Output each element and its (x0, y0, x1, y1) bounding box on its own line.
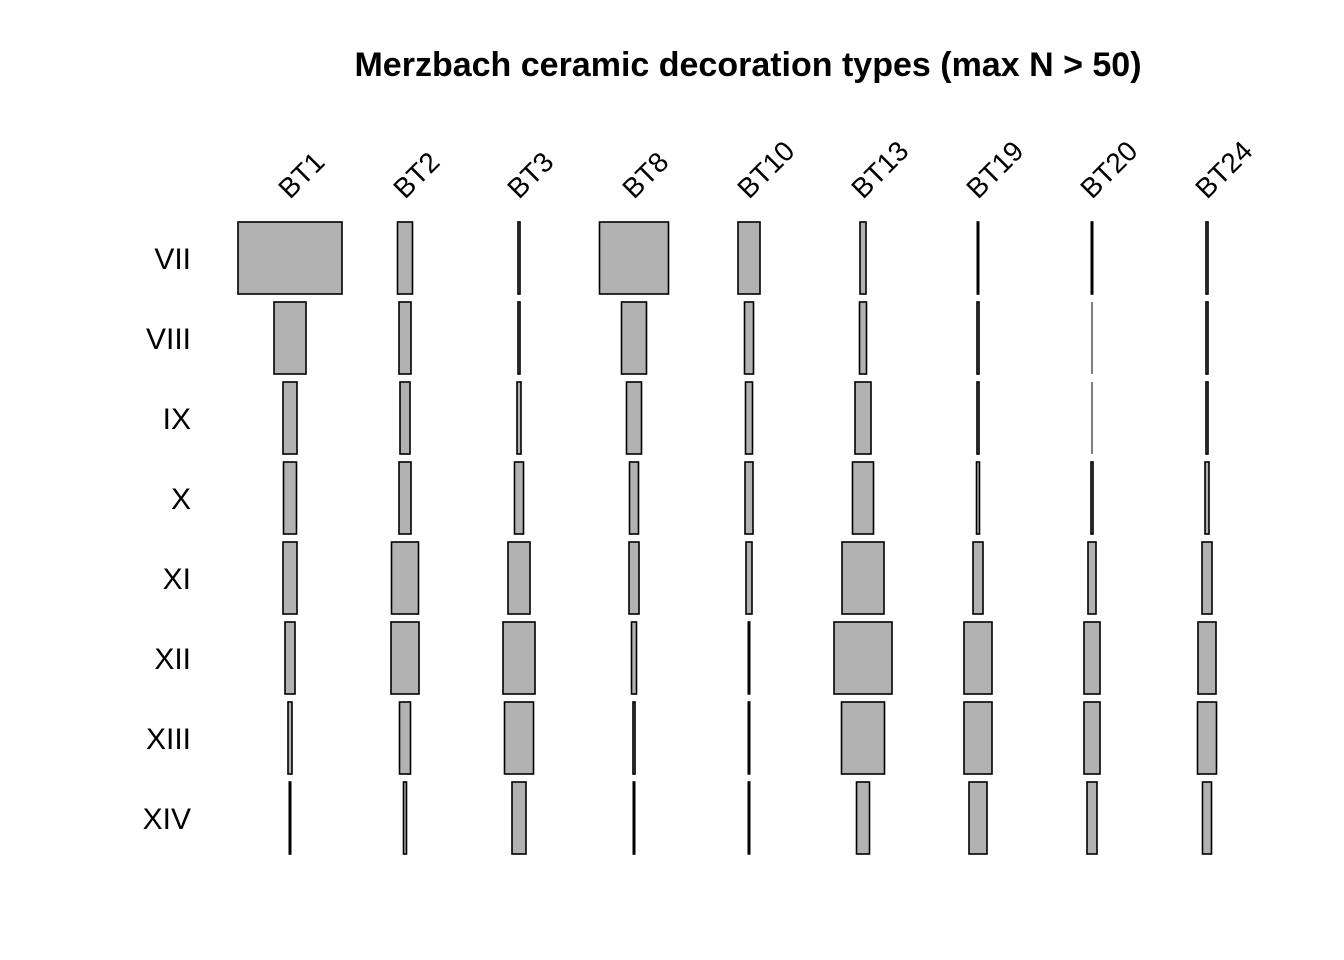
bar-bt13-xii (833, 621, 893, 695)
row-label-vii: VII (154, 243, 191, 276)
bar-bt13-vii (859, 221, 867, 295)
bar-bt1-xii (284, 621, 296, 695)
row-label-ix: IX (163, 403, 191, 436)
column-label-bt8: BT8 (616, 146, 674, 204)
chart-title: Merzbach ceramic decoration types (max N… (354, 46, 1141, 84)
bar-bt3-xiii (503, 701, 535, 775)
bar-bt10-xiii (747, 701, 751, 775)
bar-bt20-xiv (1086, 781, 1098, 855)
bar-bt20-ix (1091, 382, 1093, 454)
bar-bt13-viii (858, 301, 868, 375)
bar-bt10-xii (747, 621, 751, 695)
bar-bt10-xiv (747, 781, 751, 855)
bar-bt13-ix (854, 381, 872, 455)
bar-bt3-ix (516, 381, 522, 455)
bar-bt24-xiii (1196, 701, 1218, 775)
bar-bt19-ix (976, 381, 980, 455)
bar-bt8-xi (628, 541, 640, 615)
bar-bt24-ix (1205, 381, 1209, 455)
bar-bt10-x (744, 461, 754, 535)
bar-bt24-vii (1205, 221, 1209, 295)
bar-bt2-ix (399, 381, 411, 455)
bar-bt1-ix (282, 381, 298, 455)
row-label-x: X (171, 483, 191, 516)
bar-bt20-vii (1090, 221, 1094, 295)
bar-bt2-xi (390, 541, 420, 615)
bar-bt3-xii (502, 621, 536, 695)
row-label-xii: XII (154, 643, 191, 676)
column-label-bt2: BT2 (387, 146, 445, 204)
bar-bt1-xi (282, 541, 298, 615)
row-label-xiv: XIV (143, 803, 191, 836)
bar-bt20-xii (1083, 621, 1101, 695)
bar-bt2-viii (398, 301, 412, 375)
bar-bt8-x (628, 461, 640, 535)
bar-bt3-xi (507, 541, 531, 615)
bar-bt8-xiv (632, 781, 636, 855)
bar-bt10-viii (743, 301, 755, 375)
bar-bt2-x (398, 461, 412, 535)
bar-bt19-vii (976, 221, 980, 295)
column-label-bt13: BT13 (845, 135, 914, 204)
column-label-bt20: BT20 (1074, 135, 1143, 204)
row-label-xiii: XIII (146, 723, 191, 756)
bar-bt2-xii (390, 621, 420, 695)
bar-bt24-xiv (1201, 781, 1213, 855)
bar-bt2-xiii (398, 701, 412, 775)
bar-bt8-xii (630, 621, 638, 695)
bar-bt13-xiii (840, 701, 886, 775)
bar-bt3-x (513, 461, 525, 535)
bar-bt19-xii (963, 621, 993, 695)
bar-bt24-x (1204, 461, 1210, 535)
bar-bt24-viii (1205, 301, 1209, 375)
bar-bt19-viii (976, 301, 980, 375)
bar-bt19-xiii (963, 701, 993, 775)
bar-bt8-ix (625, 381, 643, 455)
column-label-bt24: BT24 (1189, 135, 1258, 204)
bar-bt1-x (282, 461, 298, 535)
bar-bt8-xiii (632, 701, 636, 775)
column-label-bt10: BT10 (731, 135, 800, 204)
column-labels: BT1 BT2 BT3 BT8 BT10 BT13 BT19 BT20 BT24 (272, 135, 1258, 204)
bar-bt3-xiv (511, 781, 527, 855)
column-label-bt19: BT19 (960, 135, 1029, 204)
bar-bt24-xi (1201, 541, 1213, 615)
bar-bt8-viii (620, 301, 648, 375)
bar-bt1-viii (273, 301, 307, 375)
bar-bt2-xiv (402, 781, 408, 855)
bar-bt3-vii (517, 221, 521, 295)
bar-bt20-xiii (1083, 701, 1101, 775)
row-label-xi: XI (163, 563, 191, 596)
bar-bt20-x (1090, 461, 1094, 535)
column-label-bt1: BT1 (272, 146, 330, 204)
bar-bt20-viii (1091, 302, 1093, 374)
bar-bt1-vii (237, 221, 343, 295)
column-label-bt3: BT3 (501, 146, 559, 204)
bar-bt1-xiv (288, 781, 292, 855)
bar-bt19-x (975, 461, 981, 535)
bar-bt10-vii (737, 221, 761, 295)
bar-bt24-xii (1197, 621, 1217, 695)
bar-bt13-xiv (855, 781, 871, 855)
bar-bt2-vii (396, 221, 414, 295)
bar-bt10-ix (744, 381, 754, 455)
bar-bt13-xi (841, 541, 885, 615)
bars (237, 221, 1218, 855)
bar-bt1-xiii (287, 701, 293, 775)
bar-bt10-xi (745, 541, 753, 615)
bar-bt19-xi (972, 541, 984, 615)
bar-bt13-x (851, 461, 875, 535)
bar-bt20-xi (1087, 541, 1097, 615)
bar-bt19-xiv (968, 781, 988, 855)
row-labels: VII VIII IX X XI XII XIII XIV (143, 243, 191, 836)
row-label-viii: VIII (146, 323, 191, 356)
bar-bt3-viii (517, 301, 521, 375)
bar-bt8-vii (598, 221, 670, 295)
